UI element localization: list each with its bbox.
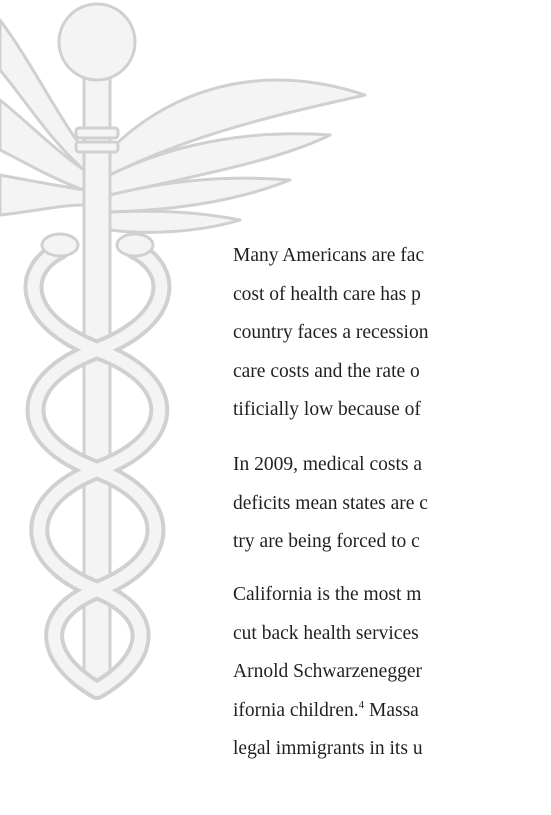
text-line: Arnold Schwarzenegger: [233, 662, 422, 682]
text-line: legal immigrants in its u: [233, 739, 423, 759]
text-line: tificially low because of: [233, 400, 421, 420]
text-line: In 2009, medical costs a: [233, 455, 422, 475]
text-line: Many Americans are fac: [233, 246, 424, 266]
text-line: care costs and the rate o: [233, 362, 420, 382]
text-line: California is the most m: [233, 585, 421, 605]
text: Massa: [364, 700, 419, 721]
page: Many Americans are fac cost of health car…: [0, 0, 551, 815]
text-line: cost of health care has p: [233, 285, 421, 305]
text-line: country faces a recession: [233, 323, 428, 343]
text: ifornia children.: [233, 700, 359, 721]
text-line: deficits mean states are c: [233, 494, 428, 514]
text-line: try are being forced to c: [233, 532, 420, 552]
text-line: ifornia children.4 Massa: [233, 701, 419, 721]
text-line: cut back health services: [233, 624, 419, 644]
